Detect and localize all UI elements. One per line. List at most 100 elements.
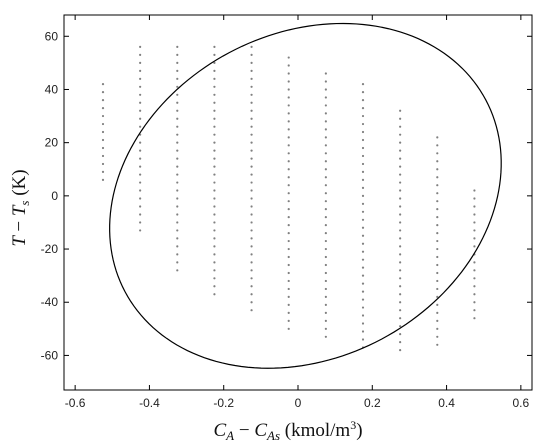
data-point xyxy=(213,277,216,280)
data-point xyxy=(436,303,439,306)
data-point xyxy=(176,101,179,104)
data-point xyxy=(436,216,439,219)
data-point xyxy=(176,93,179,96)
x-tick-label: 0 xyxy=(295,396,302,410)
data-point xyxy=(473,277,476,280)
data-point xyxy=(139,141,142,144)
data-point xyxy=(287,160,290,163)
data-point xyxy=(324,255,327,259)
data-point xyxy=(473,301,476,304)
data-point xyxy=(250,301,253,304)
data-point xyxy=(176,53,179,56)
data-point xyxy=(399,181,402,184)
data-point xyxy=(361,234,365,237)
data-point xyxy=(399,133,402,136)
data-point xyxy=(399,325,402,328)
data-point xyxy=(399,253,402,256)
data-point xyxy=(176,245,179,248)
data-point xyxy=(139,85,142,88)
data-points xyxy=(101,45,476,352)
data-point xyxy=(324,80,327,83)
data-point xyxy=(139,101,142,104)
data-point xyxy=(213,197,216,200)
data-point xyxy=(250,285,253,288)
data-point xyxy=(361,250,365,253)
data-point xyxy=(473,309,476,312)
data-point xyxy=(250,157,253,160)
data-point xyxy=(473,189,476,192)
data-point xyxy=(213,173,216,176)
data-point xyxy=(399,173,402,176)
data-point xyxy=(250,53,253,56)
data-point xyxy=(176,213,179,216)
data-point xyxy=(213,93,216,96)
data-point xyxy=(361,210,365,213)
data-point xyxy=(139,53,142,56)
data-point xyxy=(436,200,439,203)
data-point xyxy=(213,229,216,232)
data-point xyxy=(436,192,439,195)
data-point xyxy=(399,141,402,144)
data-point xyxy=(139,77,142,80)
data-point xyxy=(399,293,402,296)
data-point xyxy=(473,245,476,248)
data-point xyxy=(399,349,402,352)
data-point xyxy=(287,168,290,171)
data-point xyxy=(287,144,290,147)
data-point xyxy=(213,77,216,80)
data-point xyxy=(399,285,402,288)
data-point xyxy=(176,125,179,128)
data-point xyxy=(473,293,476,296)
data-point xyxy=(361,122,365,126)
data-point xyxy=(361,306,365,309)
data-point xyxy=(250,85,253,88)
data-point xyxy=(399,197,402,200)
data-point xyxy=(324,279,327,283)
data-point xyxy=(361,330,365,333)
data-point xyxy=(473,205,476,208)
data-point xyxy=(436,168,439,171)
data-point xyxy=(101,162,105,166)
data-point xyxy=(139,109,142,112)
data-point xyxy=(436,271,439,275)
data-point xyxy=(176,165,179,168)
axes-box xyxy=(63,14,533,391)
data-point xyxy=(324,128,327,131)
data-point xyxy=(139,173,142,176)
data-point xyxy=(324,239,327,243)
data-point xyxy=(176,61,179,64)
data-point xyxy=(101,114,105,118)
data-point xyxy=(287,112,290,115)
data-point xyxy=(324,263,327,267)
data-point xyxy=(287,295,290,299)
x-tick-label: -0.6 xyxy=(65,396,86,410)
data-point xyxy=(213,205,216,208)
y-tick-label: 40 xyxy=(45,82,59,96)
data-point xyxy=(324,168,327,171)
data-point xyxy=(139,125,142,128)
data-point xyxy=(176,189,179,192)
data-point xyxy=(213,109,216,112)
data-point xyxy=(399,229,402,232)
data-point xyxy=(361,146,365,150)
data-point xyxy=(213,213,216,216)
data-point xyxy=(213,285,216,288)
data-point xyxy=(250,309,253,312)
data-point xyxy=(436,208,439,211)
data-point xyxy=(139,221,142,224)
data-point xyxy=(250,197,253,200)
data-point xyxy=(324,96,327,99)
data-point xyxy=(213,165,216,168)
data-point xyxy=(287,184,290,187)
x-tick-label: 0.2 xyxy=(364,396,381,410)
data-point xyxy=(324,295,327,299)
data-point xyxy=(176,173,179,176)
data-point xyxy=(250,229,253,232)
data-point xyxy=(176,85,179,88)
data-point xyxy=(213,237,216,240)
y-tick-label: 0 xyxy=(51,189,58,203)
data-point xyxy=(176,77,179,80)
data-point xyxy=(361,194,365,197)
data-point xyxy=(250,173,253,176)
